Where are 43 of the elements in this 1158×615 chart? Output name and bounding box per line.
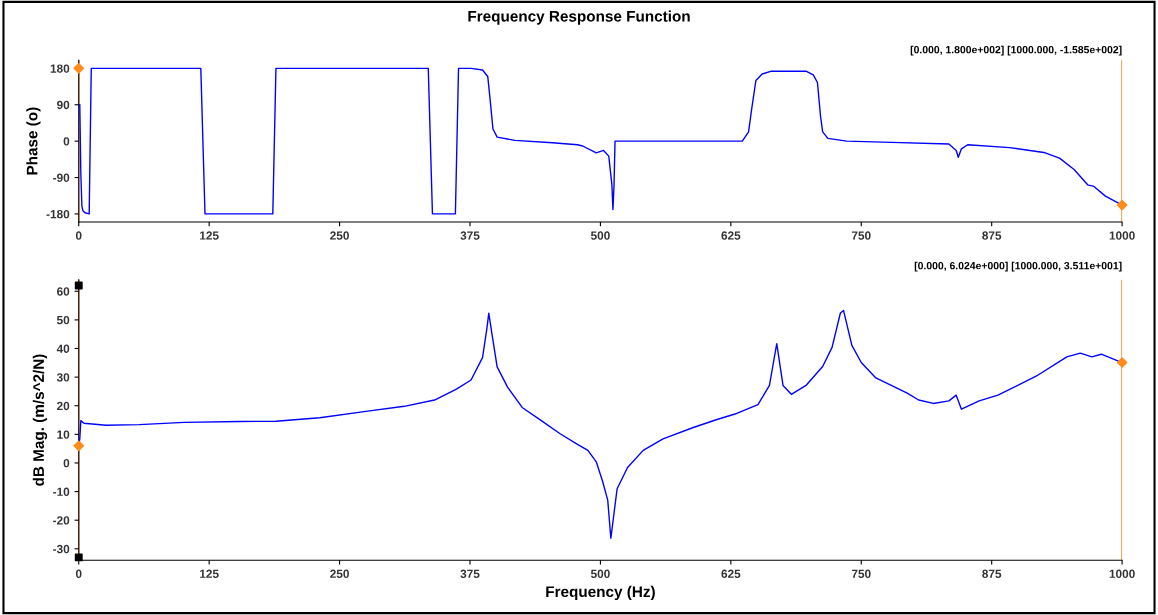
x-tick-label: 250 (330, 231, 349, 240)
y-tick-label: 50 (56, 315, 70, 325)
y-tick-label: 0 (63, 459, 70, 468)
text: [0.000, 6.024e+000] [1000.000, 3.511e+001] (914, 261, 1122, 272)
x-tick-label: 750 (851, 569, 871, 578)
y-tick-label: -20 (53, 516, 70, 525)
x-tick-label: 0 (75, 569, 82, 578)
point (1116, 357, 1128, 368)
y-axis-title: dB Mag. (m/s^2/N) (32, 354, 48, 486)
y-tick-label: 0 (63, 137, 70, 146)
chart-title: Frequency Response Function (468, 10, 690, 25)
point (73, 440, 85, 452)
y-tick-label: -180 (46, 209, 70, 219)
y-tick-label: 60 (57, 287, 70, 296)
x-tick-label: 875 (982, 569, 1002, 578)
y-tick-label: -10 (53, 487, 70, 496)
x-tick-label: 625 (721, 569, 741, 578)
x-tick-label: 0 (75, 231, 82, 240)
y-tick-label: 10 (57, 430, 70, 439)
y-tick-label: 20 (57, 401, 70, 411)
x-tick-label: 875 (982, 231, 1002, 240)
x-tick-label: 125 (200, 569, 219, 578)
x-tick-label: 500 (590, 231, 610, 240)
point (74, 553, 83, 562)
x-tick-label: 1000 (1109, 569, 1135, 578)
x-tick-label: 375 (460, 569, 480, 578)
x-axis-title: Frequency (Hz) (546, 585, 655, 601)
y-tick-label: -90 (53, 173, 70, 182)
x-tick-label: 125 (200, 231, 219, 240)
y-tick-label: 40 (56, 344, 70, 353)
x-tick-label: 1000 (1109, 231, 1135, 240)
text: [0.000, 1.800e+002] [1000.000, -1.585e+002] (910, 45, 1122, 56)
x-tick-label: 250 (330, 569, 349, 578)
y-tick-label: 90 (57, 100, 70, 110)
x-tick-label: 750 (851, 231, 871, 240)
x-tick-label: 375 (460, 231, 480, 240)
y-tick-label: 180 (50, 64, 70, 73)
y-tick-label: 30 (56, 373, 70, 382)
x-tick-label: 625 (721, 231, 741, 240)
x-tick-label: 500 (590, 569, 610, 578)
y-tick-label: -30 (53, 544, 70, 554)
point (74, 281, 83, 290)
y-axis-title: Phase (o) (26, 107, 41, 175)
